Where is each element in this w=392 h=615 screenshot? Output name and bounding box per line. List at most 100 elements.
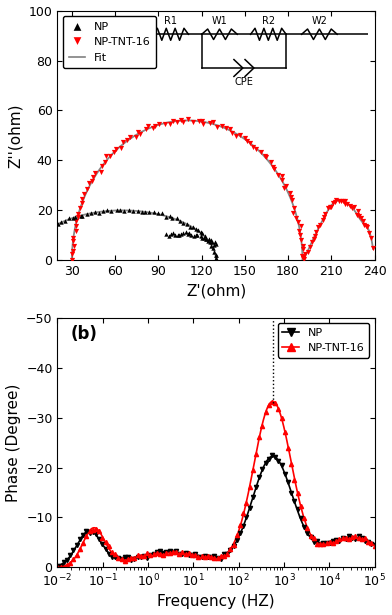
Point bbox=[208, 240, 214, 250]
Point bbox=[49, 223, 56, 233]
Point bbox=[89, 177, 96, 186]
Point bbox=[320, 215, 326, 225]
Point bbox=[338, 196, 344, 205]
Point bbox=[176, 216, 183, 226]
Point bbox=[250, 142, 256, 152]
Point bbox=[42, 228, 48, 238]
Point bbox=[25, 249, 32, 259]
Point bbox=[370, 243, 376, 253]
Point bbox=[77, 203, 83, 213]
Legend: NP, NP-TNT-16: NP, NP-TNT-16 bbox=[278, 323, 369, 358]
Point bbox=[98, 167, 104, 177]
Point bbox=[130, 206, 136, 216]
Point bbox=[219, 122, 225, 132]
Point bbox=[317, 220, 323, 230]
Point bbox=[198, 228, 204, 237]
Point bbox=[96, 208, 102, 218]
Point bbox=[117, 205, 123, 215]
Point bbox=[71, 212, 78, 222]
Point bbox=[70, 236, 76, 246]
Point bbox=[262, 151, 268, 161]
Point bbox=[358, 213, 364, 223]
Point bbox=[300, 252, 306, 262]
Point bbox=[180, 218, 186, 228]
Point bbox=[70, 232, 76, 242]
Point bbox=[170, 116, 176, 126]
Point bbox=[211, 240, 217, 250]
Point bbox=[134, 206, 141, 216]
Point bbox=[193, 224, 199, 234]
Point bbox=[355, 206, 361, 216]
Point bbox=[43, 226, 49, 236]
Point bbox=[300, 240, 306, 250]
Point bbox=[133, 132, 140, 142]
Point bbox=[142, 207, 148, 217]
Y-axis label: Phase (Degree): Phase (Degree) bbox=[5, 383, 20, 502]
Point bbox=[207, 118, 213, 128]
Point bbox=[283, 181, 290, 191]
Point bbox=[124, 135, 130, 145]
Point bbox=[214, 122, 220, 132]
Point bbox=[301, 255, 307, 264]
Point bbox=[118, 143, 124, 153]
Point bbox=[174, 230, 181, 240]
Point bbox=[209, 237, 215, 247]
Point bbox=[233, 130, 239, 140]
Point bbox=[178, 115, 184, 125]
Point bbox=[296, 226, 303, 236]
Point bbox=[88, 208, 94, 218]
Point bbox=[92, 169, 98, 178]
Point bbox=[62, 216, 68, 226]
Point bbox=[84, 184, 90, 194]
Point bbox=[168, 229, 174, 239]
Point bbox=[298, 235, 304, 245]
Point bbox=[192, 230, 199, 240]
Point bbox=[121, 206, 127, 216]
Point bbox=[201, 231, 208, 240]
Point bbox=[241, 133, 248, 143]
Point bbox=[227, 124, 233, 134]
Point bbox=[75, 209, 82, 219]
Point bbox=[313, 227, 319, 237]
Point bbox=[205, 236, 211, 246]
Point bbox=[102, 157, 108, 167]
Point bbox=[99, 161, 105, 171]
Point bbox=[73, 221, 80, 231]
Point bbox=[271, 164, 277, 173]
Point bbox=[207, 237, 213, 247]
Point bbox=[187, 231, 194, 240]
Legend: NP, NP-TNT-16, Fit: NP, NP-TNT-16, Fit bbox=[63, 16, 156, 68]
Point bbox=[368, 233, 374, 243]
Point bbox=[298, 221, 304, 231]
Point bbox=[33, 236, 40, 246]
Point bbox=[327, 202, 333, 212]
Point bbox=[29, 240, 35, 250]
Point bbox=[90, 172, 96, 182]
Text: (a): (a) bbox=[70, 18, 96, 36]
Point bbox=[344, 200, 350, 210]
Point bbox=[150, 123, 156, 133]
Point bbox=[185, 114, 192, 124]
Point bbox=[69, 249, 75, 259]
Point bbox=[210, 117, 216, 127]
Point bbox=[183, 228, 189, 237]
Point bbox=[47, 224, 53, 234]
Point bbox=[176, 230, 182, 240]
Point bbox=[309, 237, 315, 247]
Point bbox=[194, 226, 201, 236]
Point bbox=[208, 235, 214, 245]
Point bbox=[213, 250, 219, 260]
Point bbox=[342, 199, 348, 209]
Point bbox=[190, 223, 196, 232]
X-axis label: Z'(ohm): Z'(ohm) bbox=[186, 284, 246, 299]
Point bbox=[27, 245, 33, 255]
Point bbox=[342, 196, 348, 206]
Point bbox=[300, 253, 306, 263]
Point bbox=[356, 211, 363, 221]
Point bbox=[295, 218, 301, 228]
Point bbox=[73, 216, 79, 226]
Point bbox=[290, 208, 296, 218]
Point bbox=[126, 205, 132, 215]
Point bbox=[78, 194, 85, 204]
Point bbox=[85, 178, 92, 188]
